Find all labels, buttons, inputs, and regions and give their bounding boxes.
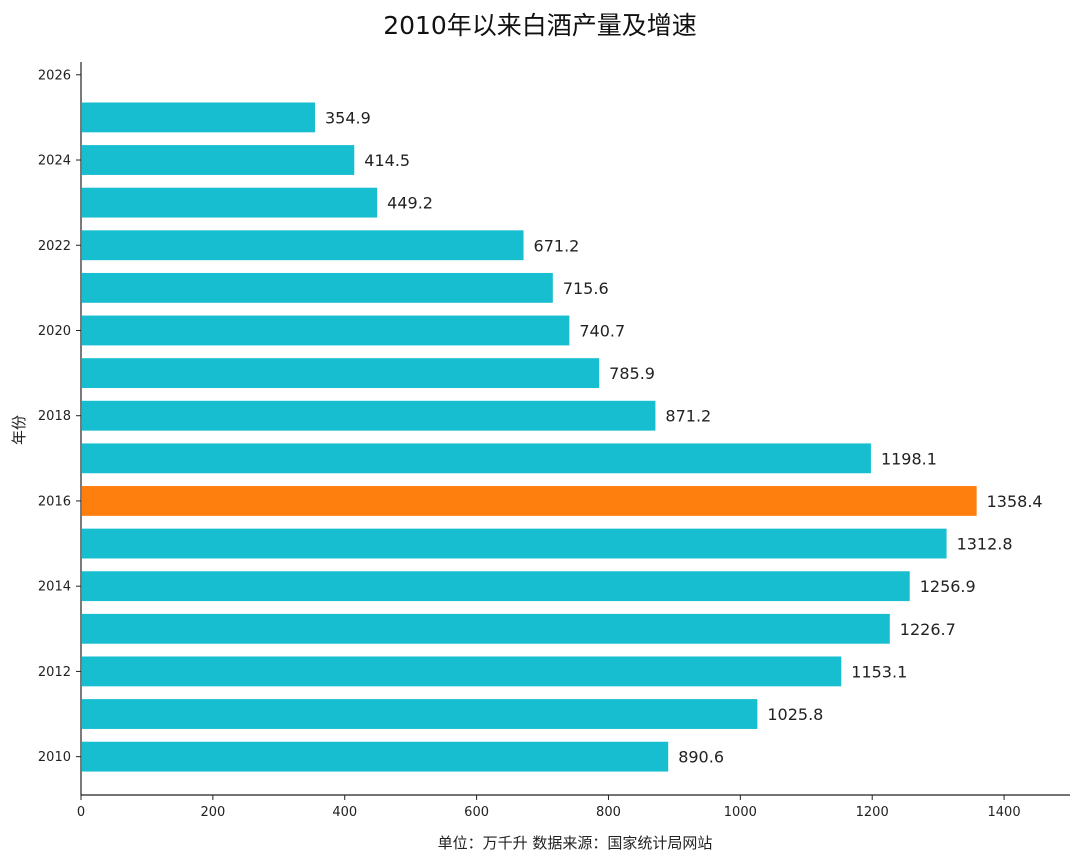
y-tick-label: 2014 xyxy=(38,580,71,595)
data-label-2023: 449.2 xyxy=(387,194,433,213)
bar-2020 xyxy=(82,315,570,346)
x-tick-label: 400 xyxy=(332,805,357,820)
bar-2024 xyxy=(82,145,355,175)
bar-2017 xyxy=(82,443,871,474)
x-tick-label: 200 xyxy=(200,805,225,820)
bar-2011 xyxy=(82,699,758,729)
data-label-2020: 740.7 xyxy=(579,321,625,340)
data-label-2022: 671.2 xyxy=(534,236,580,255)
data-label-2014: 1256.9 xyxy=(920,577,976,596)
bar-2014 xyxy=(82,571,910,602)
bar-2023 xyxy=(82,187,378,218)
x-tick-label: 600 xyxy=(464,805,489,820)
bar-2012 xyxy=(82,656,842,687)
bar-2016 xyxy=(82,486,977,516)
data-label-2016: 1358.4 xyxy=(987,492,1043,511)
bar-2018 xyxy=(82,400,656,431)
x-tick-label: 0 xyxy=(77,805,85,820)
y-tick-label: 2016 xyxy=(38,494,71,509)
data-label-2011: 1025.8 xyxy=(767,705,823,724)
x-tick-label: 1200 xyxy=(856,805,889,820)
bar-2021 xyxy=(82,272,553,303)
data-label-2010: 890.6 xyxy=(678,748,724,767)
data-label-2013: 1226.7 xyxy=(900,620,956,639)
y-axis-ticks: 2010 2012 2014 2016 2018 2020 2022 2024 2026 xyxy=(38,68,81,765)
x-axis-title: 单位：万千升 数据来源：国家统计局网站 xyxy=(438,834,713,852)
bar-2019 xyxy=(82,358,600,389)
data-label-2024: 414.5 xyxy=(364,151,410,170)
bars-group xyxy=(82,102,977,772)
x-tick-label: 1000 xyxy=(724,805,757,820)
y-tick-label: 2020 xyxy=(38,324,71,339)
data-label-2025: 354.9 xyxy=(325,108,371,127)
y-tick-label: 2024 xyxy=(38,154,71,169)
data-label-2018: 871.2 xyxy=(665,407,711,426)
bar-2025 xyxy=(82,102,315,133)
x-tick-label: 1400 xyxy=(988,805,1021,820)
bar-2010 xyxy=(82,741,669,772)
data-label-2017: 1198.1 xyxy=(881,449,937,468)
chart-title: 2010年以来白酒产量及增速 xyxy=(383,11,697,40)
y-tick-label: 2026 xyxy=(38,68,71,83)
y-axis-title: 年份 xyxy=(10,415,28,445)
y-tick-label: 2022 xyxy=(38,239,71,254)
bar-2022 xyxy=(82,230,524,261)
data-label-2019: 785.9 xyxy=(609,364,655,383)
data-label-2012: 1153.1 xyxy=(851,662,907,681)
x-tick-label: 800 xyxy=(596,805,621,820)
y-tick-label: 2010 xyxy=(38,750,71,765)
data-labels-group: 890.6 1025.8 1153.1 1226.7 1256.9 1312.8 1358.… xyxy=(325,108,1043,766)
data-label-2015: 1312.8 xyxy=(957,535,1013,554)
data-label-2021: 715.6 xyxy=(563,279,609,298)
bar-2013 xyxy=(82,613,890,644)
bar-2015 xyxy=(82,528,947,559)
y-tick-label: 2012 xyxy=(38,665,71,680)
y-tick-label: 2018 xyxy=(38,409,71,424)
x-axis-ticks: 0 200 400 600 800 1000 1200 1400 xyxy=(77,795,1021,820)
